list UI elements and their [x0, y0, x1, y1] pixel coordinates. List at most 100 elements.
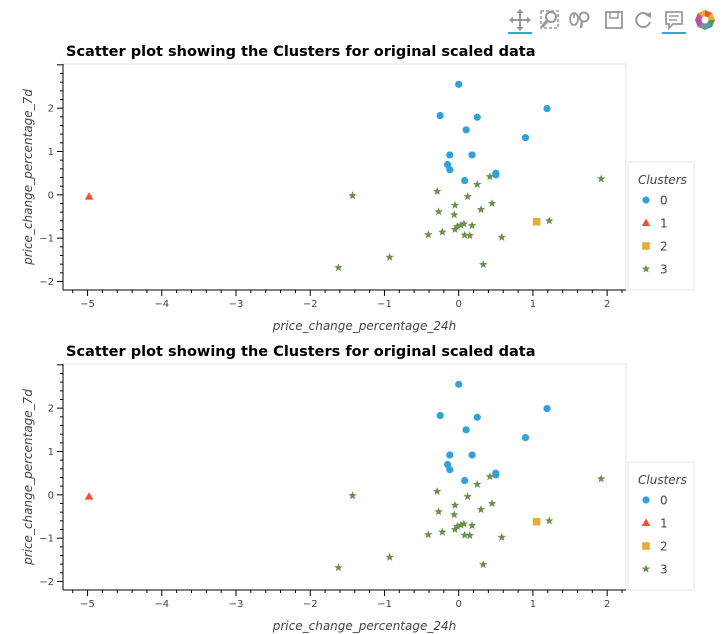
data-point-cluster-3[interactable]: [450, 210, 459, 219]
data-point-cluster-3[interactable]: [348, 191, 357, 200]
data-point-cluster-0[interactable]: [473, 113, 481, 121]
data-point-cluster-0[interactable]: [455, 380, 463, 388]
hover-tool-icon[interactable]: [662, 8, 686, 34]
data-point-cluster-3[interactable]: [438, 527, 447, 536]
data-point-cluster-0[interactable]: [492, 171, 500, 179]
box-zoom-tool-icon[interactable]: [538, 8, 562, 32]
data-point-cluster-0[interactable]: [468, 151, 476, 159]
data-point-cluster-3[interactable]: [450, 525, 460, 534]
data-point-cluster-3[interactable]: [497, 232, 506, 241]
data-point-cluster-3[interactable]: [485, 472, 495, 481]
data-point-cluster-0[interactable]: [468, 451, 476, 459]
data-point-cluster-0[interactable]: [446, 466, 454, 474]
data-point-cluster-2[interactable]: [532, 217, 541, 226]
data-point-cluster-3[interactable]: [334, 263, 343, 272]
data-point-cluster-3[interactable]: [597, 174, 606, 183]
data-point-cluster-0[interactable]: [492, 471, 500, 479]
data-point-cluster-0[interactable]: [446, 151, 454, 159]
legend-marker-0[interactable]: [642, 196, 650, 204]
data-point-cluster-0[interactable]: [521, 434, 530, 442]
data-point-cluster-3[interactable]: [348, 491, 357, 500]
data-point-cluster-3[interactable]: [456, 220, 466, 229]
legend-marker-1[interactable]: [641, 218, 651, 227]
data-point-cluster-3[interactable]: [473, 480, 482, 488]
data-point-cluster-3[interactable]: [434, 207, 443, 216]
data-point-cluster-3[interactable]: [463, 192, 472, 201]
data-point-cluster-3[interactable]: [467, 221, 477, 230]
data-point-cluster-3[interactable]: [476, 505, 486, 514]
data-point-cluster-3[interactable]: [487, 199, 497, 208]
data-point-cluster-3[interactable]: [463, 492, 472, 501]
data-point-cluster-0[interactable]: [462, 126, 470, 134]
y-tick-label: 0: [48, 490, 54, 501]
legend-marker-2[interactable]: [642, 242, 650, 250]
series-cluster-0: [436, 80, 551, 185]
legend-marker-3[interactable]: [641, 264, 651, 273]
data-point-cluster-3[interactable]: [465, 531, 475, 540]
data-point-cluster-3[interactable]: [476, 205, 486, 214]
legend-box: [627, 461, 695, 591]
data-point-cluster-3[interactable]: [545, 216, 554, 225]
data-point-cluster-2[interactable]: [532, 517, 541, 526]
data-point-cluster-3[interactable]: [334, 563, 343, 572]
data-point-cluster-3[interactable]: [487, 499, 497, 508]
data-point-cluster-0[interactable]: [446, 451, 454, 459]
data-point-cluster-0[interactable]: [461, 476, 469, 485]
pan-tool-icon[interactable]: [508, 8, 532, 34]
data-point-cluster-3[interactable]: [467, 521, 477, 530]
data-point-cluster-3[interactable]: [456, 520, 466, 529]
data-point-cluster-3[interactable]: [424, 530, 433, 539]
data-point-cluster-3[interactable]: [479, 560, 488, 569]
data-point-cluster-3[interactable]: [459, 219, 469, 228]
data-point-cluster-0[interactable]: [436, 111, 444, 120]
data-point-cluster-3[interactable]: [450, 500, 460, 509]
data-point-cluster-1[interactable]: [84, 192, 94, 200]
data-point-cluster-0[interactable]: [543, 105, 551, 113]
data-point-cluster-0[interactable]: [473, 413, 481, 421]
data-point-cluster-3[interactable]: [424, 230, 433, 239]
data-point-cluster-3[interactable]: [597, 474, 606, 483]
data-point-cluster-3[interactable]: [545, 516, 554, 525]
save-tool-icon[interactable]: [602, 8, 626, 32]
wheel-zoom-tool-icon[interactable]: [568, 8, 592, 32]
data-point-cluster-3[interactable]: [432, 186, 442, 195]
data-point-cluster-3[interactable]: [459, 519, 469, 528]
data-point-cluster-3[interactable]: [460, 230, 469, 239]
data-point-cluster-0[interactable]: [436, 411, 444, 420]
data-point-cluster-3[interactable]: [485, 172, 495, 181]
data-point-cluster-3[interactable]: [385, 252, 394, 261]
legend-marker-2[interactable]: [642, 542, 650, 550]
y-tick-label: −1: [39, 234, 54, 245]
legend-marker-0[interactable]: [642, 496, 650, 504]
data-point-cluster-3[interactable]: [438, 227, 447, 236]
x-tick-label: −3: [229, 299, 244, 310]
legend-marker-1[interactable]: [641, 518, 651, 527]
data-point-cluster-3[interactable]: [473, 180, 482, 188]
data-point-cluster-3[interactable]: [453, 522, 462, 531]
data-point-cluster-3[interactable]: [450, 200, 460, 209]
data-point-cluster-3[interactable]: [460, 530, 469, 539]
data-point-cluster-3[interactable]: [465, 231, 475, 240]
data-point-cluster-3[interactable]: [450, 510, 459, 519]
data-point-cluster-1[interactable]: [84, 492, 94, 500]
data-point-cluster-3[interactable]: [385, 552, 394, 561]
data-point-cluster-0[interactable]: [521, 134, 530, 142]
data-point-cluster-3[interactable]: [450, 225, 460, 234]
data-point-cluster-3[interactable]: [434, 507, 443, 516]
data-point-cluster-0[interactable]: [455, 80, 463, 88]
legend-item-label: 3: [660, 263, 668, 277]
data-point-cluster-3[interactable]: [432, 486, 442, 495]
data-point-cluster-0[interactable]: [543, 405, 551, 413]
legend-marker-3[interactable]: [641, 564, 651, 573]
data-point-cluster-3[interactable]: [453, 222, 462, 231]
series-cluster-3: [334, 172, 606, 272]
legend-item-label: 2: [660, 240, 668, 254]
bokeh-logo-icon[interactable]: [693, 8, 717, 32]
data-point-cluster-0[interactable]: [446, 166, 454, 174]
data-point-cluster-0[interactable]: [462, 426, 470, 434]
data-point-cluster-3[interactable]: [479, 260, 488, 269]
data-point-cluster-3[interactable]: [497, 532, 506, 541]
data-point-cluster-0[interactable]: [461, 176, 469, 185]
reset-tool-icon[interactable]: [631, 8, 655, 32]
